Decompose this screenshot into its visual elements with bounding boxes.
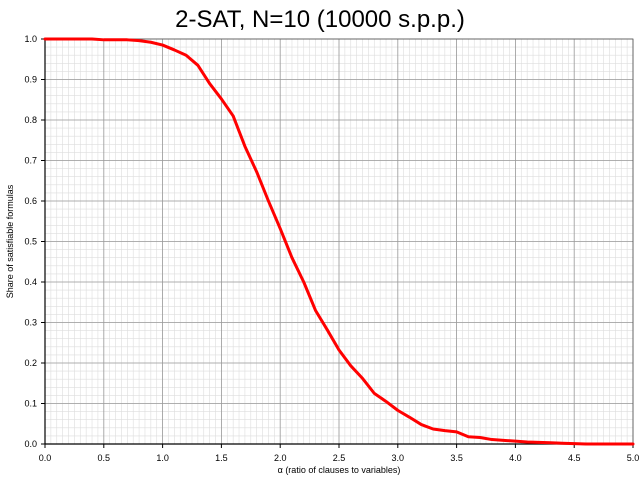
- major-grid: [44, 38, 634, 445]
- y-tick-label: 0.6: [24, 196, 37, 206]
- x-tick-label: 0.5: [98, 453, 111, 463]
- y-tick-label: 1.0: [24, 34, 37, 44]
- y-tick-label: 0.1: [24, 399, 37, 409]
- x-tick-label: 1.5: [215, 453, 228, 463]
- x-tick-label: 5.0: [627, 453, 640, 463]
- x-tick-label: 4.5: [568, 453, 581, 463]
- x-tick-label: 4.0: [509, 453, 522, 463]
- y-tick-label: 0.2: [24, 358, 37, 368]
- series-line: [43, 37, 635, 446]
- y-tick-label: 0.5: [24, 237, 37, 247]
- chart-title: 2-SAT, N=10 (10000 s.p.p.): [175, 6, 465, 33]
- y-axis-label: Share of satisfiable formulas: [5, 184, 15, 298]
- x-tick-label: 2.5: [333, 453, 346, 463]
- y-axis: 0.0 0.1 0.2 0.3 0.4 0.5 0.6 0.7 0.8 0.9 1.0: [24, 34, 46, 449]
- y-tick-label: 0.9: [24, 75, 37, 85]
- x-axis: 0.0 0.5 1.0 1.5 2.0 2.5 3.0 3.5 4.0 4.5 5.0: [39, 443, 640, 463]
- y-tick-label: 0.0: [24, 439, 37, 449]
- y-tick-label: 0.4: [24, 277, 37, 287]
- y-tick-label: 0.3: [24, 318, 37, 328]
- y-tick-label: 0.7: [24, 156, 37, 166]
- x-tick-label: 3.0: [392, 453, 405, 463]
- x-tick-label: 3.5: [450, 453, 463, 463]
- x-axis-label: α (ratio of clauses to variables): [278, 465, 401, 475]
- x-tick-label: 0.0: [39, 453, 52, 463]
- x-tick-label: 1.0: [156, 453, 169, 463]
- x-tick-label: 2.0: [274, 453, 287, 463]
- y-tick-label: 0.8: [24, 115, 37, 125]
